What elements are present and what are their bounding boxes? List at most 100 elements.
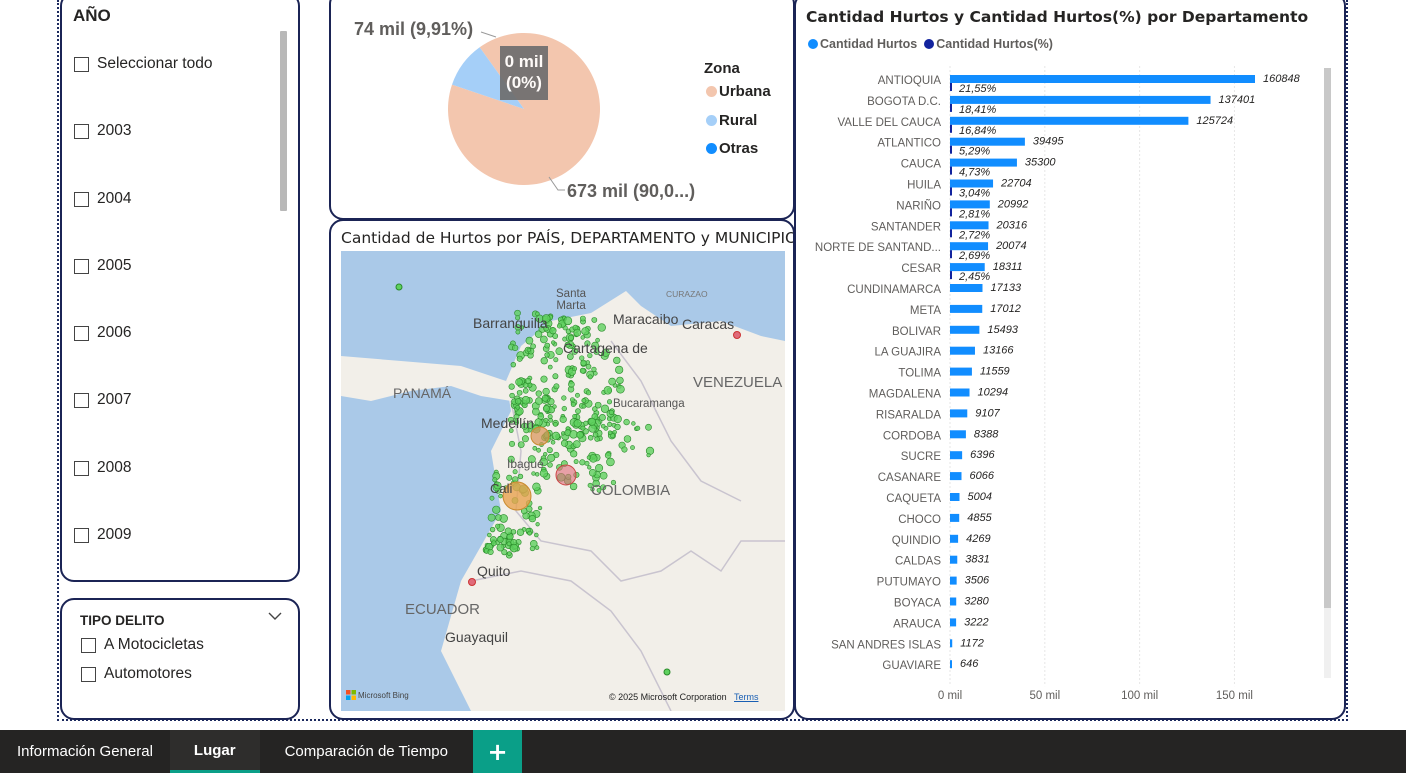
- bar-cantidad-hurtos[interactable]: [950, 660, 952, 669]
- map-municipio-dot[interactable]: [487, 548, 494, 556]
- map-municipio-dot[interactable]: [561, 431, 566, 436]
- map-municipio-dot[interactable]: [535, 390, 542, 397]
- map-municipio-dot[interactable]: [534, 532, 539, 538]
- map-municipio-dot[interactable]: [567, 334, 574, 341]
- map-municipio-dot[interactable]: [570, 450, 578, 458]
- map-municipio-dot[interactable]: [575, 408, 581, 415]
- map-municipio-dot[interactable]: [495, 514, 502, 521]
- map-municipio-dot[interactable]: [543, 417, 549, 423]
- bar-cantidad-hurtos[interactable]: [950, 158, 1017, 167]
- map-municipio-dot[interactable]: [512, 469, 518, 475]
- map-bubble-cali[interactable]: [502, 481, 532, 511]
- map-municipio-dot[interactable]: [532, 407, 540, 416]
- map-municipio-dot[interactable]: [601, 348, 610, 357]
- chevron-down-icon[interactable]: [268, 610, 282, 625]
- map-municipio-dot[interactable]: [550, 439, 556, 445]
- map-municipio-dot[interactable]: [507, 551, 512, 556]
- map-municipio-dot[interactable]: [595, 464, 604, 473]
- map-municipio-dot[interactable]: [515, 378, 523, 386]
- bar-cantidad-hurtos-pct[interactable]: [950, 208, 952, 217]
- map-municipio-dot[interactable]: [576, 431, 584, 439]
- tab-comparacion-tiempo[interactable]: Comparación de Tiempo: [284, 743, 448, 760]
- map-municipio-dot[interactable]: [585, 363, 592, 370]
- map-municipio-dot[interactable]: [586, 455, 591, 460]
- checkbox[interactable]: [74, 392, 89, 408]
- bar-cantidad-hurtos[interactable]: [950, 513, 960, 522]
- map-municipio-dot[interactable]: [508, 383, 515, 390]
- map-municipio-dot[interactable]: [607, 421, 613, 427]
- map-terms-link[interactable]: Terms: [734, 692, 759, 702]
- map-municipio-dot[interactable]: [498, 493, 503, 499]
- map-municipio-dot[interactable]: [530, 343, 536, 350]
- tab-lugar[interactable]: Lugar: [169, 730, 260, 773]
- map-municipio-dot[interactable]: [522, 387, 529, 394]
- map-marker-quito[interactable]: [468, 578, 476, 586]
- year-slicer-scrollbar[interactable]: [280, 31, 287, 211]
- map-municipio-dot[interactable]: [487, 532, 492, 538]
- bar-cantidad-hurtos-pct[interactable]: [950, 103, 952, 112]
- map-municipio-dot[interactable]: [593, 371, 598, 376]
- map-municipio-dot[interactable]: [546, 447, 553, 454]
- map-municipio-dot[interactable]: [547, 453, 556, 462]
- checkbox[interactable]: [74, 527, 89, 543]
- bar-cantidad-hurtos[interactable]: [950, 555, 958, 564]
- map-municipio-dot[interactable]: [490, 540, 497, 547]
- map-municipio-dot[interactable]: [597, 323, 606, 332]
- map-marker-caracas[interactable]: [733, 331, 741, 339]
- map-municipio-dot[interactable]: [547, 364, 553, 370]
- map-municipio-dot[interactable]: [606, 399, 613, 405]
- map-municipio-dot[interactable]: [515, 398, 522, 405]
- map-municipio-dot[interactable]: [535, 397, 543, 405]
- year-option-2008[interactable]: 2008: [74, 459, 131, 477]
- map-municipio-dot[interactable]: [509, 392, 515, 399]
- map-municipio-dot[interactable]: [613, 356, 621, 365]
- bar-cantidad-hurtos-pct[interactable]: [950, 124, 952, 133]
- map-municipio-dot[interactable]: [581, 327, 590, 336]
- map-municipio-dot[interactable]: [487, 513, 496, 522]
- pie-slice-urbana[interactable]: [447, 33, 600, 185]
- map-municipio-dot[interactable]: [593, 349, 600, 355]
- map-municipio-dot[interactable]: [610, 479, 617, 486]
- map-municipio-dot[interactable]: [621, 446, 628, 453]
- map-municipio-dot[interactable]: [552, 404, 557, 409]
- map-municipio-dot[interactable]: [521, 422, 529, 430]
- map-municipio-dot[interactable]: [541, 394, 549, 402]
- map-municipio-dot[interactable]: [587, 465, 592, 470]
- checkbox[interactable]: [74, 191, 89, 207]
- map-municipio-dot[interactable]: [516, 389, 523, 396]
- map-municipio-dot[interactable]: [573, 419, 582, 428]
- map-municipio-dot[interactable]: [516, 355, 523, 362]
- map-municipio-dot[interactable]: [509, 543, 519, 553]
- bar-cantidad-hurtos[interactable]: [950, 576, 957, 585]
- map-municipio-dot[interactable]: [567, 353, 574, 360]
- bar-cantidad-hurtos[interactable]: [950, 242, 989, 251]
- map-municipio-dot[interactable]: [591, 366, 597, 372]
- map-municipio-dot[interactable]: [580, 359, 587, 367]
- map-municipio-dot[interactable]: [603, 386, 613, 395]
- map-municipio-dot[interactable]: [526, 347, 532, 353]
- map-municipio-dot[interactable]: [606, 457, 615, 467]
- map-municipio-dot[interactable]: [552, 333, 559, 339]
- map-municipio-dot[interactable]: [572, 413, 578, 419]
- map-municipio-dot[interactable]: [539, 457, 548, 467]
- map-municipio-dot[interactable]: [564, 341, 571, 348]
- map-municipio-dot[interactable]: [493, 481, 502, 490]
- bar-cantidad-hurtos[interactable]: [950, 75, 1255, 83]
- checkbox[interactable]: [74, 258, 89, 274]
- map-municipio-dot[interactable]: [510, 361, 517, 368]
- map-municipio-dot[interactable]: [528, 514, 537, 523]
- map-municipio-dot[interactable]: [535, 522, 540, 527]
- year-option-2006[interactable]: 2006: [74, 324, 131, 342]
- map-municipio-dot[interactable]: [525, 336, 534, 345]
- map-municipio-dot[interactable]: [630, 445, 635, 450]
- year-option-2009[interactable]: 2009: [74, 526, 131, 544]
- map-municipio-dot[interactable]: [579, 459, 586, 466]
- map-municipio-dot[interactable]: [512, 476, 519, 483]
- map-municipio-dot[interactable]: [599, 471, 608, 480]
- map-municipio-dot[interactable]: [527, 530, 533, 536]
- year-option-select-all[interactable]: Seleccionar todo: [74, 55, 212, 73]
- map-municipio-dot[interactable]: [551, 431, 561, 441]
- map-municipio-dot[interactable]: [572, 366, 577, 372]
- bar-cantidad-hurtos[interactable]: [950, 618, 957, 627]
- map-bubble-medellin[interactable]: [530, 426, 550, 446]
